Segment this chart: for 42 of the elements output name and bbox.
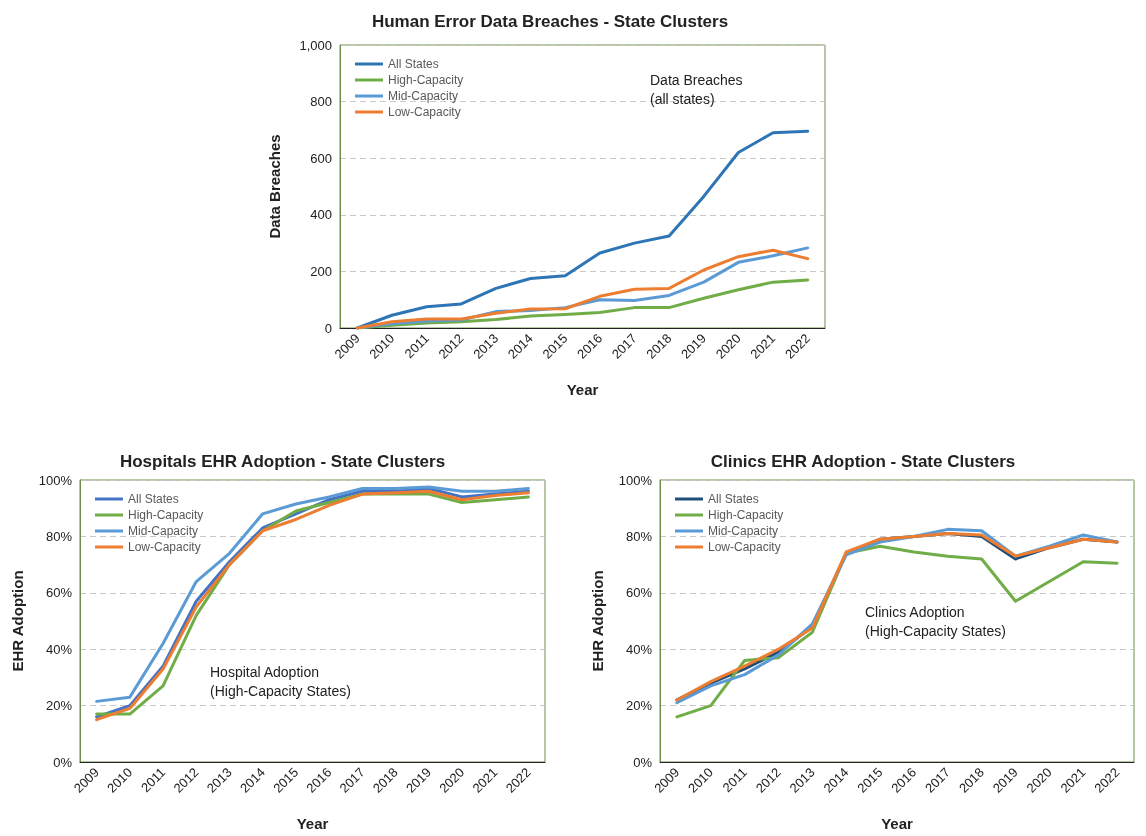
y-tick-label: 80% xyxy=(625,528,653,544)
legend-label: High-Capacity xyxy=(388,73,464,87)
y-tick-label: 60% xyxy=(45,585,73,601)
y-tick-label: 20% xyxy=(625,698,653,714)
chart-title: Hospitals EHR Adoption - State Clusters xyxy=(119,452,446,471)
legend-label: All States xyxy=(128,492,179,506)
x-axis-title: Year xyxy=(296,815,329,832)
legend-label: High-Capacity xyxy=(128,508,204,522)
legend-label: Low-Capacity xyxy=(708,540,781,554)
chart-title: Human Error Data Breaches - State Clusters xyxy=(371,12,729,31)
y-axis-title: EHR Adoption xyxy=(9,570,26,672)
annotation: Data Breaches (all states) xyxy=(650,71,743,107)
legend-label: All States xyxy=(388,57,439,71)
x-axis-title: Year xyxy=(881,815,914,832)
legend-label: Mid-Capacity xyxy=(388,89,459,103)
annotation: Hospital Adoption (High-Capacity States) xyxy=(210,663,351,699)
y-tick-label: 0 xyxy=(324,320,332,336)
chart-title: Clinics EHR Adoption - State Clusters xyxy=(710,452,1016,471)
y-tick-label: 0% xyxy=(633,754,653,770)
legend-label: High-Capacity xyxy=(708,508,784,522)
annotation: Clinics Adoption (High-Capacity States) xyxy=(865,603,1006,639)
legend-label: Mid-Capacity xyxy=(708,524,779,538)
legend-label: All States xyxy=(708,492,759,506)
y-tick-label: 600 xyxy=(310,150,332,166)
y-tick-label: 200 xyxy=(310,263,332,279)
y-tick-label: 40% xyxy=(45,641,73,657)
legend-label: Mid-Capacity xyxy=(128,524,199,538)
x-axis-title: Year xyxy=(566,381,599,398)
y-tick-label: 100% xyxy=(38,472,73,488)
y-tick-label: 20% xyxy=(45,698,73,714)
y-axis-title: EHR Adoption xyxy=(589,570,606,672)
y-tick-label: 100% xyxy=(618,472,653,488)
legend-label: Low-Capacity xyxy=(388,105,461,119)
y-axis-title: Data Breaches xyxy=(266,134,283,239)
y-tick-label: 800 xyxy=(310,94,332,110)
y-tick-label: 400 xyxy=(310,207,332,223)
y-tick-label: 80% xyxy=(45,528,73,544)
y-tick-label: 0% xyxy=(53,754,73,770)
y-tick-label: 1,000 xyxy=(299,37,332,53)
y-tick-label: 60% xyxy=(625,585,653,601)
legend-label: Low-Capacity xyxy=(128,540,201,554)
y-tick-label: 40% xyxy=(625,641,653,657)
